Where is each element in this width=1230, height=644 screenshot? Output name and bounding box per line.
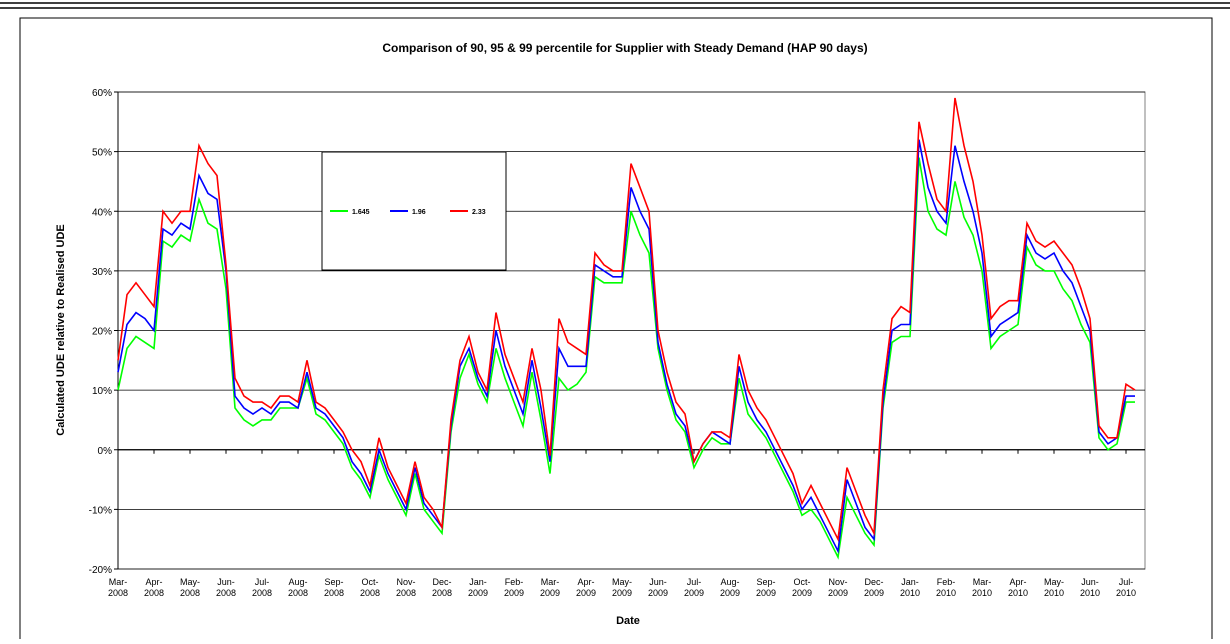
x-tick-label: Sep-2008 bbox=[324, 577, 344, 598]
x-tick-label: Jul-2009 bbox=[684, 577, 704, 598]
x-tick-label: Jun-2009 bbox=[648, 577, 668, 598]
legend-label: 2.33 bbox=[472, 209, 486, 216]
x-tick-label: Jun-2010 bbox=[1080, 577, 1100, 598]
y-axis-label: Calculated UDE relative to Realised UDE bbox=[55, 224, 67, 436]
y-tick-label: 20% bbox=[92, 327, 112, 338]
x-tick-label: Sep-2009 bbox=[756, 577, 776, 598]
y-tick-label: 60% bbox=[92, 88, 112, 99]
x-tick-label: Apr-2009 bbox=[576, 577, 596, 598]
x-tick-label: Mar-2010 bbox=[972, 577, 992, 598]
y-tick-label: 30% bbox=[92, 267, 112, 278]
x-tick-label: Mar-2009 bbox=[540, 577, 560, 598]
x-tick-label: Aug-2008 bbox=[288, 577, 308, 598]
x-axis-label: Date bbox=[616, 615, 640, 627]
x-tick-label: May-2010 bbox=[1044, 577, 1064, 598]
x-tick-label: Oct-2008 bbox=[360, 577, 380, 598]
x-tick-label: Apr-2010 bbox=[1008, 577, 1028, 598]
x-tick-label: Jul-2010 bbox=[1116, 577, 1136, 598]
x-tick-label: Nov-2009 bbox=[828, 577, 848, 598]
x-tick-label: Jan-2010 bbox=[900, 577, 920, 598]
x-tick-label: Jan-2009 bbox=[468, 577, 488, 598]
x-tick-label: May-2008 bbox=[180, 577, 200, 598]
y-tick-label: 50% bbox=[92, 148, 112, 159]
x-tick-label: Jun-2008 bbox=[216, 577, 236, 598]
x-tick-label: Oct-2009 bbox=[792, 577, 812, 598]
y-tick-label: 0% bbox=[98, 446, 113, 457]
y-tick-label: -20% bbox=[89, 565, 112, 576]
chart-title: Comparison of 90, 95 & 99 percentile for… bbox=[382, 41, 867, 55]
series-line bbox=[117, 157, 1135, 560]
y-tick-label: 40% bbox=[92, 207, 112, 218]
x-tick-label: Mar-2008 bbox=[108, 577, 128, 598]
x-tick-label: May-2009 bbox=[612, 577, 632, 598]
y-tick-label: -10% bbox=[89, 505, 112, 516]
series-line bbox=[117, 139, 1135, 554]
x-tick-label: Apr-2008 bbox=[144, 577, 164, 598]
x-tick-label: Feb-2010 bbox=[936, 577, 956, 598]
series-line bbox=[117, 97, 1136, 542]
legend-label: 1.96 bbox=[412, 209, 426, 216]
x-tick-label: Dec-2009 bbox=[864, 577, 884, 598]
x-tick-label: Jul-2008 bbox=[252, 577, 272, 598]
x-tick-label: Dec-2008 bbox=[432, 577, 452, 598]
x-tick-label: Feb-2009 bbox=[504, 577, 524, 598]
x-tick-label: Aug-2009 bbox=[720, 577, 740, 598]
x-tick-label: Nov-2008 bbox=[396, 577, 416, 598]
legend-label: 1.645 bbox=[352, 209, 370, 216]
legend-box bbox=[321, 151, 507, 271]
y-tick-label: 10% bbox=[92, 386, 112, 397]
